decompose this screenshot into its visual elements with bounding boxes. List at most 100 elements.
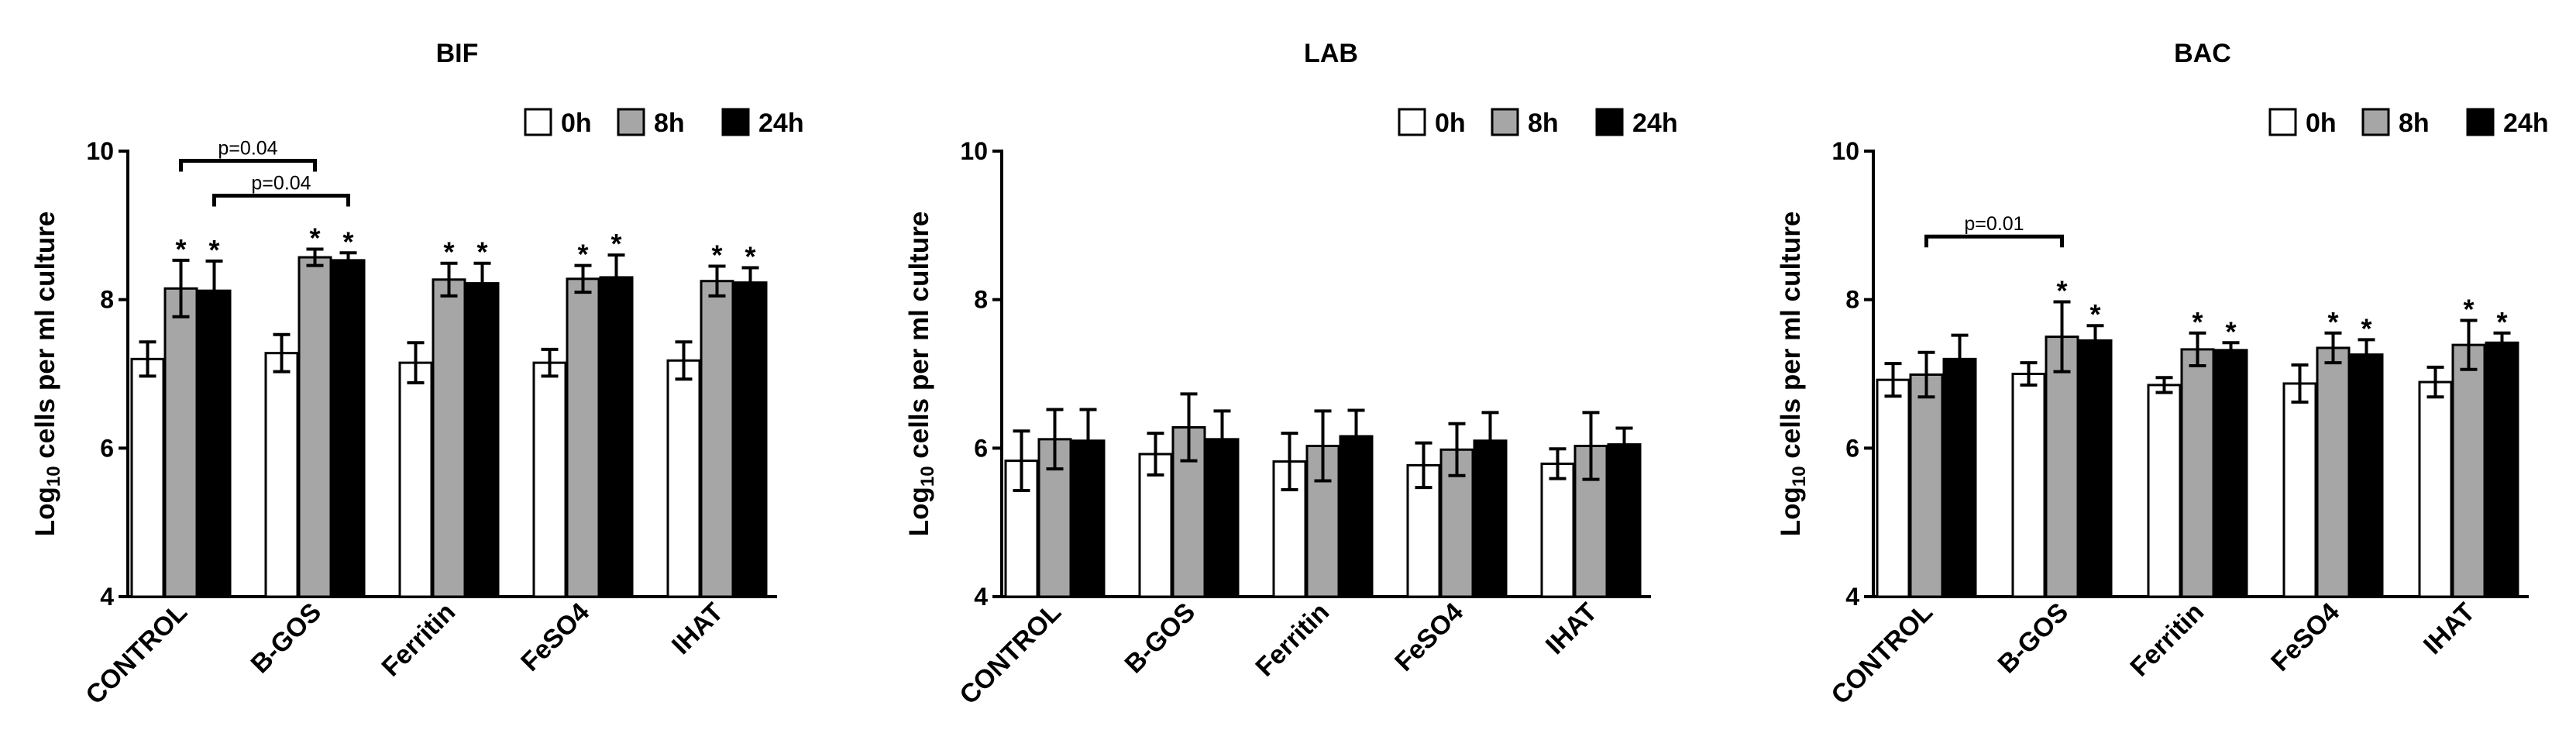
significance-star: *	[745, 240, 755, 272]
y-tick-label: 6	[1845, 434, 1859, 462]
bar-control-8h	[1909, 373, 1944, 598]
category-label: B-GOS	[245, 597, 327, 680]
comparison-p-value: p=0.04	[251, 173, 311, 194]
legend: 0h 8h 24h	[1398, 108, 1678, 138]
legend-label-24h: 24h	[1632, 108, 1678, 138]
category-label: IHAT	[666, 597, 729, 660]
category-label: FeSO4	[515, 597, 595, 677]
bar-ihat-24h	[1607, 443, 1642, 598]
legend-swatch-0h	[524, 108, 552, 136]
significance-star: *	[175, 233, 186, 265]
y-axis-label-log: Log	[30, 487, 60, 536]
bar-control-24h	[1071, 439, 1106, 598]
category-label: Ferritin	[2124, 597, 2210, 683]
bar-b-gos-24h	[2078, 339, 2113, 598]
y-tick-label: 6	[974, 434, 988, 462]
legend: 0h 8h 24h	[524, 108, 804, 138]
bar-b-gos-0h	[264, 352, 299, 598]
legend-swatch-0h	[2268, 108, 2297, 136]
significance-star: *	[2192, 306, 2203, 338]
legend-swatch-8h	[2361, 108, 2390, 136]
bar-ihat-0h	[2418, 380, 2453, 598]
bar-feso4-8h	[2316, 346, 2351, 598]
comparison-bracket	[179, 158, 317, 172]
legend-label-0h: 0h	[2306, 108, 2337, 138]
bar-feso4-24h	[1473, 439, 1508, 598]
significance-star: *	[2496, 306, 2507, 338]
comparison-p-value: p=0.01	[1964, 213, 2024, 235]
significance-star: *	[443, 236, 454, 268]
bar-ihat-24h	[733, 281, 768, 598]
y-axis-label-subscript: 10	[43, 466, 64, 487]
legend-label-0h: 0h	[561, 108, 592, 138]
y-tick-label: 10	[960, 137, 988, 165]
bar-ferritin-24h	[2213, 349, 2248, 598]
bar-b-gos-8h	[2045, 336, 2079, 598]
comparison-bracket	[1924, 234, 2064, 248]
y-axis-label: Log10 cells per ml culture	[1776, 212, 1810, 537]
legend-label-8h: 8h	[654, 108, 685, 138]
y-axis-label-rest: cells per ml culture	[30, 212, 60, 466]
bar-control-24h	[197, 289, 232, 598]
category-label: FeSO4	[2265, 597, 2345, 677]
significance-star: *	[2361, 312, 2371, 344]
y-tick-label: 8	[974, 286, 988, 314]
significance-star: *	[476, 236, 487, 268]
chart-title: BAC	[2174, 39, 2231, 68]
y-tick-label: 4	[100, 583, 114, 611]
category-label: FeSO4	[1389, 597, 1469, 677]
y-tick-label: 8	[1845, 286, 1859, 314]
bar-ihat-24h	[2485, 341, 2519, 598]
chart-title: LAB	[1304, 39, 1358, 68]
bar-b-gos-24h	[331, 259, 366, 598]
y-axis-label-rest: cells per ml culture	[904, 212, 934, 466]
y-axis-label-rest: cells per ml culture	[1776, 212, 1806, 466]
bar-b-gos-24h	[1205, 438, 1240, 598]
bar-feso4-0h	[2282, 382, 2317, 598]
significance-star: *	[610, 228, 621, 260]
bar-b-gos-0h	[2011, 373, 2046, 598]
legend-label-24h: 24h	[2503, 108, 2549, 138]
bar-ferritin-24h	[465, 282, 500, 598]
significance-star: *	[2089, 298, 2100, 330]
legend-swatch-8h	[617, 108, 645, 136]
bar-ferritin-0h	[2147, 384, 2182, 598]
significance-star: *	[711, 239, 722, 271]
significance-star: *	[342, 225, 353, 257]
y-tick-label: 10	[1831, 137, 1859, 165]
category-label: CONTROL	[954, 597, 1067, 711]
bar-feso4-24h	[2349, 353, 2384, 598]
bar-ferritin-8h	[2180, 348, 2215, 598]
category-label: Ferritin	[376, 597, 461, 683]
bar-b-gos-0h	[1138, 453, 1173, 598]
significance-star: *	[2327, 306, 2338, 338]
category-label: Ferritin	[1250, 597, 1335, 683]
bar-feso4-8h	[566, 277, 600, 598]
y-axis-label-subscript: 10	[917, 466, 938, 487]
category-label: B-GOS	[1992, 597, 2074, 680]
bar-ihat-8h	[2451, 343, 2486, 598]
legend-swatch-24h	[2466, 108, 2495, 136]
legend: 0h 8h 24h	[2268, 108, 2549, 138]
bar-control-8h	[163, 287, 198, 598]
significance-star: *	[309, 222, 320, 254]
comparison-p-value: p=0.04	[218, 137, 277, 159]
comparison-bracket	[212, 194, 350, 207]
y-tick-label: 4	[974, 583, 988, 611]
category-label: IHAT	[2418, 597, 2481, 660]
category-label: B-GOS	[1119, 597, 1201, 680]
bar-ferritin-24h	[1339, 435, 1374, 598]
y-axis-label-subscript: 10	[1789, 466, 1810, 487]
bar-ferritin-8h	[432, 278, 466, 598]
category-label: IHAT	[1540, 597, 1603, 660]
significance-star: *	[577, 239, 588, 270]
legend-label-8h: 8h	[1528, 108, 1559, 138]
bar-ferritin-0h	[398, 361, 433, 598]
y-axis-label-log: Log	[904, 487, 934, 536]
bar-feso4-0h	[532, 361, 567, 598]
legend-label-24h: 24h	[758, 108, 804, 138]
y-axis-label: Log10 cells per ml culture	[904, 212, 938, 537]
